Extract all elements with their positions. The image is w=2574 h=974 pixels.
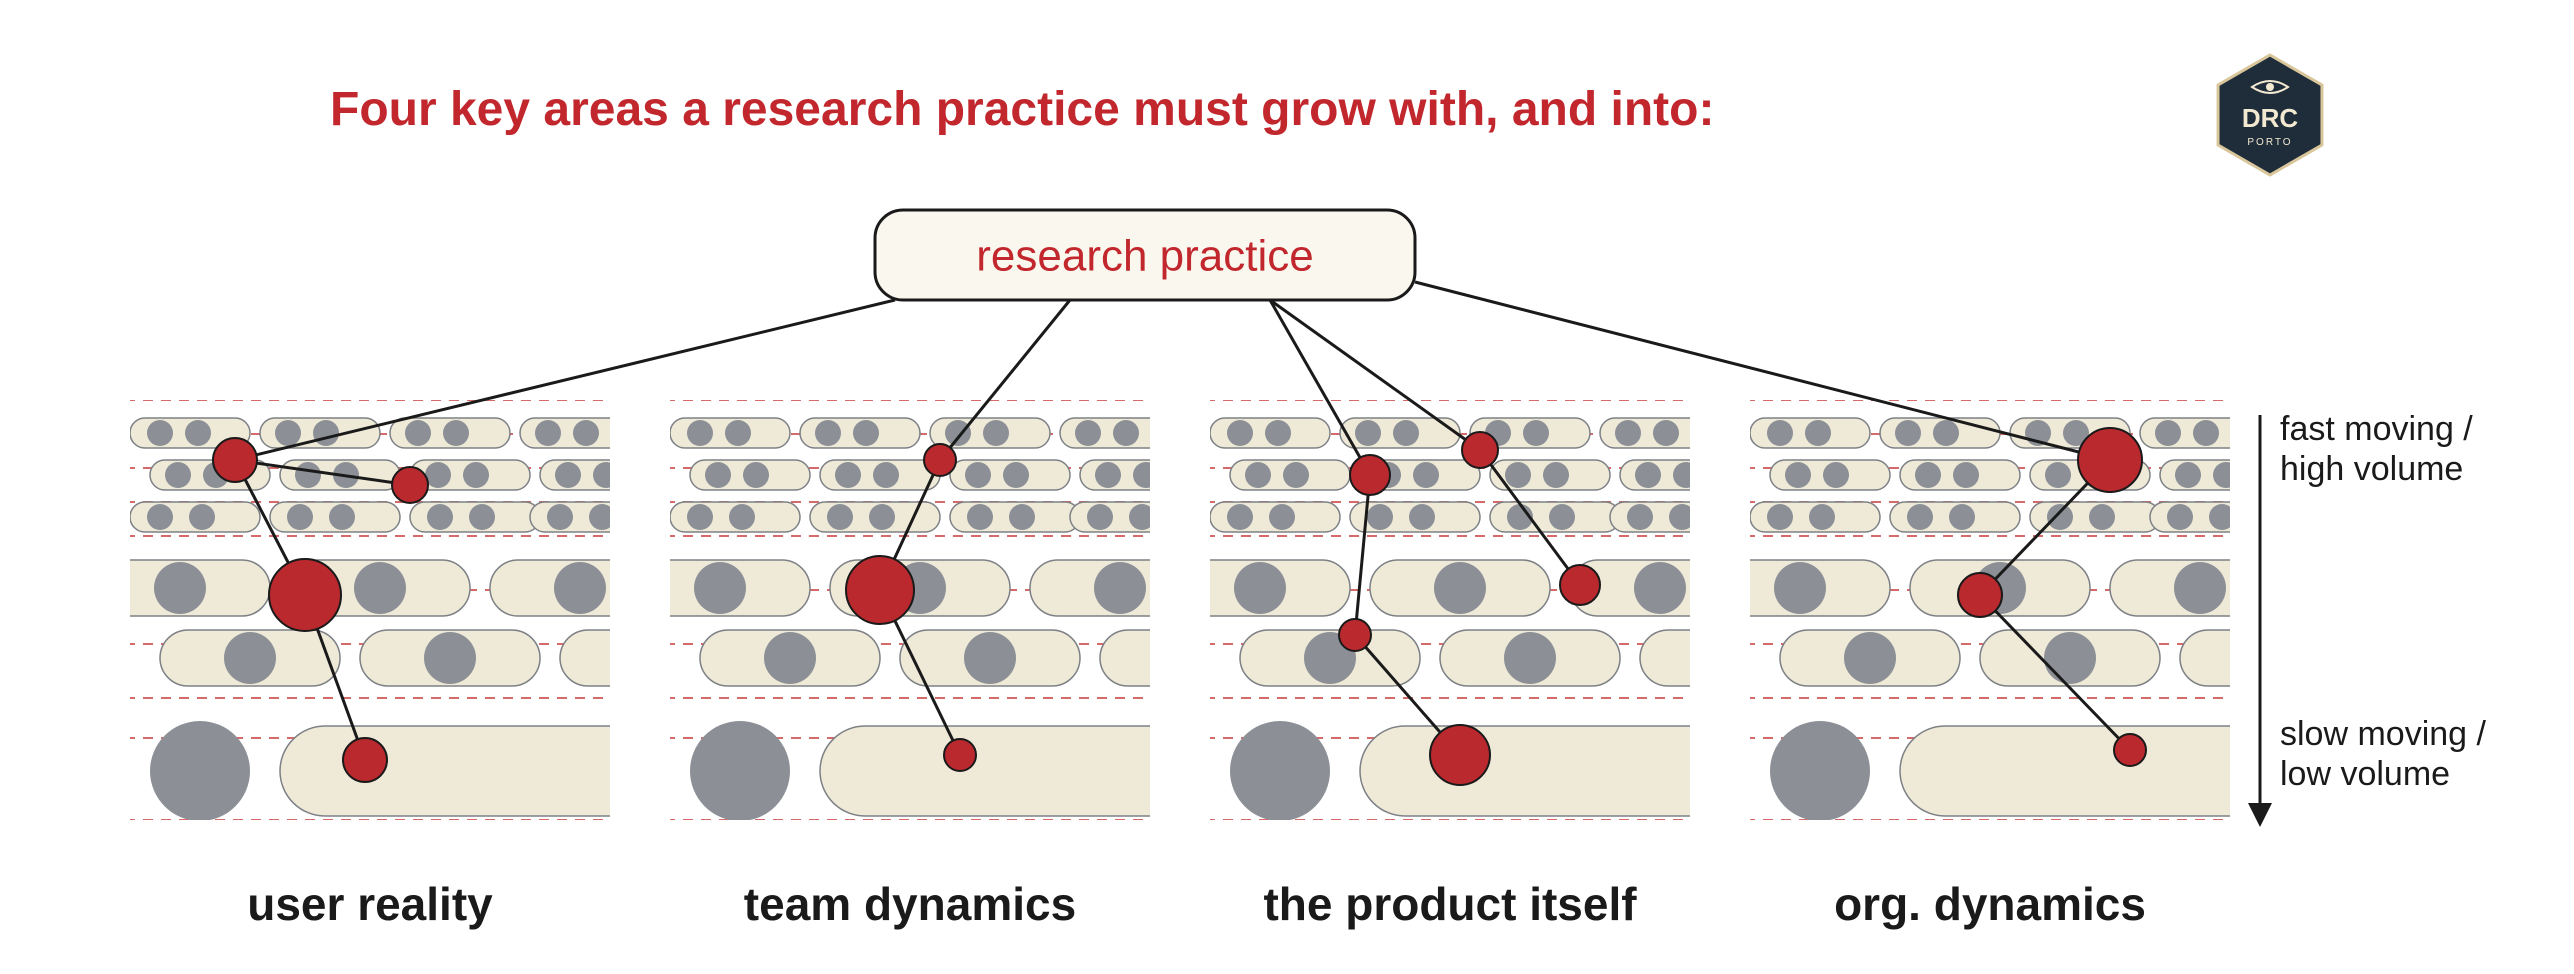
node-org-dynamics-b bbox=[1958, 573, 2002, 617]
node-user-reality-d bbox=[343, 738, 387, 782]
node-team-dynamics-b bbox=[846, 556, 914, 624]
node-team-dynamics-a bbox=[924, 444, 956, 476]
side-label-top-2: high volume bbox=[2280, 450, 2463, 488]
side-label-bot-2: low volume bbox=[2280, 755, 2450, 793]
diagram-canvas: Four key areas a research practice must … bbox=[0, 0, 2574, 974]
node-org-dynamics-a bbox=[2078, 428, 2142, 492]
node-user-reality-a bbox=[213, 438, 257, 482]
panel-label-team-dynamics: team dynamics bbox=[744, 878, 1076, 930]
node-product-itself-c bbox=[1339, 619, 1371, 651]
hub-label: research practice bbox=[976, 231, 1313, 280]
node-team-dynamics-c bbox=[944, 739, 976, 771]
node-user-reality-c bbox=[269, 559, 341, 631]
node-product-itself-e bbox=[1430, 725, 1490, 785]
page-title: Four key areas a research practice must … bbox=[330, 83, 1714, 136]
logo-text: DRC bbox=[2242, 103, 2299, 133]
node-product-itself-b bbox=[1462, 432, 1498, 468]
side-label-top-1: fast moving / bbox=[2280, 410, 2473, 448]
logo-subtext: PORTO bbox=[2247, 137, 2292, 148]
node-product-itself-d bbox=[1560, 565, 1600, 605]
panel-label-user-reality: user reality bbox=[247, 878, 493, 930]
panel-label-product-itself: the product itself bbox=[1263, 878, 1637, 930]
panel-label-org-dynamics: org. dynamics bbox=[1834, 878, 2146, 930]
side-label-bot-1: slow moving / bbox=[2280, 715, 2487, 753]
node-user-reality-b bbox=[392, 467, 428, 503]
node-product-itself-a bbox=[1350, 455, 1390, 495]
node-org-dynamics-c bbox=[2114, 734, 2146, 766]
